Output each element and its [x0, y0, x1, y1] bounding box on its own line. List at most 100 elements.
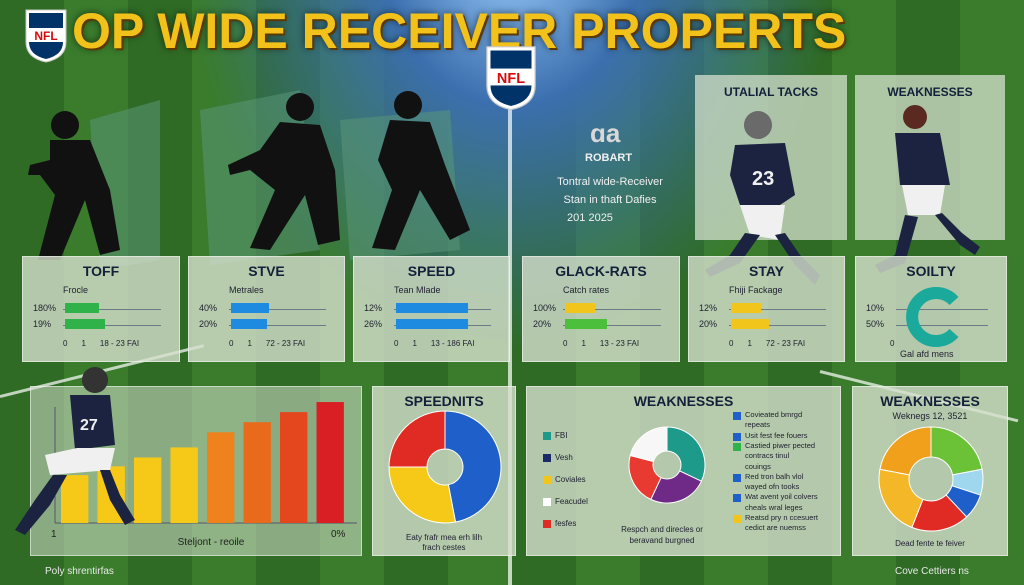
speednits-caption-2: frach cestes — [422, 543, 466, 552]
stat-card-caption: Catch rates — [563, 285, 610, 295]
stat-card-title: TOFF — [82, 263, 120, 279]
weaknesses-right-slice-1 — [930, 426, 983, 476]
stat-card-3: SPEED Tean Mlade 12% 26% 0 1 13 - 186 FAI — [353, 256, 510, 362]
stat-card-1: TOFF Frocle 180% 19% 0 1 18 - 23 FAI — [22, 256, 180, 362]
legend-swatch — [733, 494, 741, 503]
stat-guide-line — [896, 309, 988, 310]
stat-guide-line — [229, 309, 326, 310]
legend-swatch — [733, 432, 741, 441]
stat-axis-tick: 1 — [412, 339, 417, 348]
weaknesses-mid-card: WEAKNESSES Respch and direcles or berava… — [526, 386, 841, 556]
stat-bar — [396, 303, 468, 313]
legend-right-item: contracs tinul — [745, 451, 790, 461]
stat-card-5: STAY Fhiji Fackage 12% 20% 0 1 72 - 23 FAI — [688, 256, 845, 362]
legend-left-item: FBI — [555, 431, 568, 440]
player-figures-right: 23 — [705, 105, 980, 285]
legend-right-item: Usit fest fee fouers — [745, 430, 808, 440]
stat-guide-line — [563, 309, 661, 310]
player-figure-bottom: 27 — [15, 367, 135, 535]
stat-row-label: 20% — [699, 319, 718, 329]
legend-swatch — [543, 520, 551, 528]
player-card-1-title: UTALIAL TACKS — [724, 85, 818, 99]
bar-8 — [316, 402, 344, 523]
stat-bar — [731, 303, 761, 313]
legend-right-item: Red tron balh vlol — [745, 471, 804, 481]
bar-1 — [61, 475, 89, 523]
legend-right-item: Covieated bmrgd — [745, 410, 803, 419]
stat-row-label: 20% — [199, 319, 218, 329]
legend-right-item: couings — [745, 461, 771, 471]
stat-card-title: STAY — [748, 263, 784, 279]
stat-guide-line — [63, 325, 161, 326]
weaknesses-right-title: WEAKNESSES — [880, 393, 980, 409]
bar-chart-tick-right: 0% — [331, 529, 346, 540]
legend-right-item: cedict are nuemss — [745, 523, 806, 533]
stat-axis-tick: 1 — [581, 339, 586, 348]
legend-left-item: Feacudel — [555, 497, 588, 506]
weaknesses-right-subtitle: Weknegs 12, 3521 — [892, 411, 968, 421]
legend-right-item: Reatsd pry n ccesuert — [745, 513, 818, 522]
stat-row-label: 180% — [33, 303, 57, 313]
stat-guide-line — [729, 325, 826, 326]
weaknesses-right-card: WEAKNESSES Weknegs 12, 3521 Dead fente t… — [852, 386, 1008, 556]
footer-left: Poly shrentirfas — [45, 566, 114, 577]
bar-chart-xlabel: Steljont - reoile — [178, 537, 245, 548]
legend-right-item: cheals wral leges — [745, 502, 803, 512]
legend-swatch — [733, 412, 741, 420]
soilty-gauge-arc — [906, 287, 959, 347]
footer-right: Cove Cettiers ns — [895, 566, 969, 577]
stat-bar — [565, 303, 595, 313]
nfl-center-logo-text: NFL — [497, 71, 525, 87]
speednits-caption-1: Eaty frafr mea erh lilh — [405, 533, 483, 542]
legend-right-item: repeats — [745, 420, 771, 430]
legend-swatch — [733, 442, 741, 451]
stat-axis-tick: 72 - 23 FAI — [765, 339, 806, 348]
stat-axis-tick: 1 — [747, 339, 752, 348]
svg-text:23: 23 — [752, 168, 774, 190]
stat-card-title: SOILTY — [906, 263, 956, 279]
stat-axis-tick: 0 — [394, 339, 399, 348]
stat-axis-tick: 0 — [229, 339, 234, 348]
speednits-donut — [388, 410, 502, 524]
stat-card-title: GLACK-RATS — [555, 263, 647, 279]
stat-card-4: GLACK-RATS Catch rates 100% 20% 0 1 13 - 23 FA… — [522, 256, 680, 362]
stat-card-title: SPEED — [407, 263, 456, 279]
stat-bar — [231, 303, 269, 313]
stat-bar — [65, 303, 99, 313]
stat-bar — [731, 319, 769, 329]
stat-card-caption: Frocle — [63, 285, 89, 295]
bar-5 — [207, 432, 235, 523]
weaknesses-mid-donut — [628, 426, 706, 504]
player-silhouettes — [28, 90, 470, 270]
stat-axis: 0 1 18 - 23 FAI — [63, 339, 171, 348]
stat-bar — [65, 319, 105, 329]
bar-chart-tick-left: 1 — [51, 529, 57, 540]
speednits-card: SPEEDNITS Eaty frafr mea erh lilh frach … — [372, 386, 516, 556]
stat-axis: 0 1 13 - 23 FAI — [563, 339, 671, 348]
legend-swatch — [543, 454, 551, 462]
stat-axis-tick: 1 — [81, 339, 86, 348]
stat-guide-line — [729, 309, 826, 310]
stat-row-label: 12% — [699, 303, 718, 313]
stat-axis-tick: 0 — [63, 339, 68, 348]
featured-subtitle-1: Tontral wide-Receiver — [557, 176, 663, 188]
weaknesses-mid-title: WEAKNESSES — [633, 393, 734, 409]
featured-brand: ROBART — [585, 152, 633, 164]
stat-card-6: SOILTY Gal afd mens 10% 50% 0 — [855, 256, 1007, 362]
weaknesses-mid-caption-1: Respch and direcles or — [621, 525, 703, 534]
stat-row-label: 20% — [533, 319, 552, 329]
stat-axis: 0 1 72 - 23 FAI — [729, 339, 836, 348]
speednits-title: SPEEDNITS — [404, 393, 484, 409]
legend-left-item: Vesh — [555, 453, 573, 462]
legend-right-item: wayed ofn tooks — [745, 482, 800, 492]
brand-mark: ɑa — [590, 118, 621, 148]
stat-row-label: 10% — [866, 303, 885, 313]
weaknesses-mid-caption-2: beravand burgned — [629, 536, 695, 545]
legend-swatch — [733, 473, 741, 482]
legend-swatch — [543, 432, 551, 440]
stat-row-label: 40% — [199, 303, 218, 313]
svg-text:27: 27 — [80, 417, 98, 434]
stat-axis: 0 1 72 - 23 FAI — [229, 339, 336, 348]
stat-row-label: 100% — [533, 303, 557, 313]
legend-right-item: Wat avent yoil colvers — [745, 492, 818, 502]
